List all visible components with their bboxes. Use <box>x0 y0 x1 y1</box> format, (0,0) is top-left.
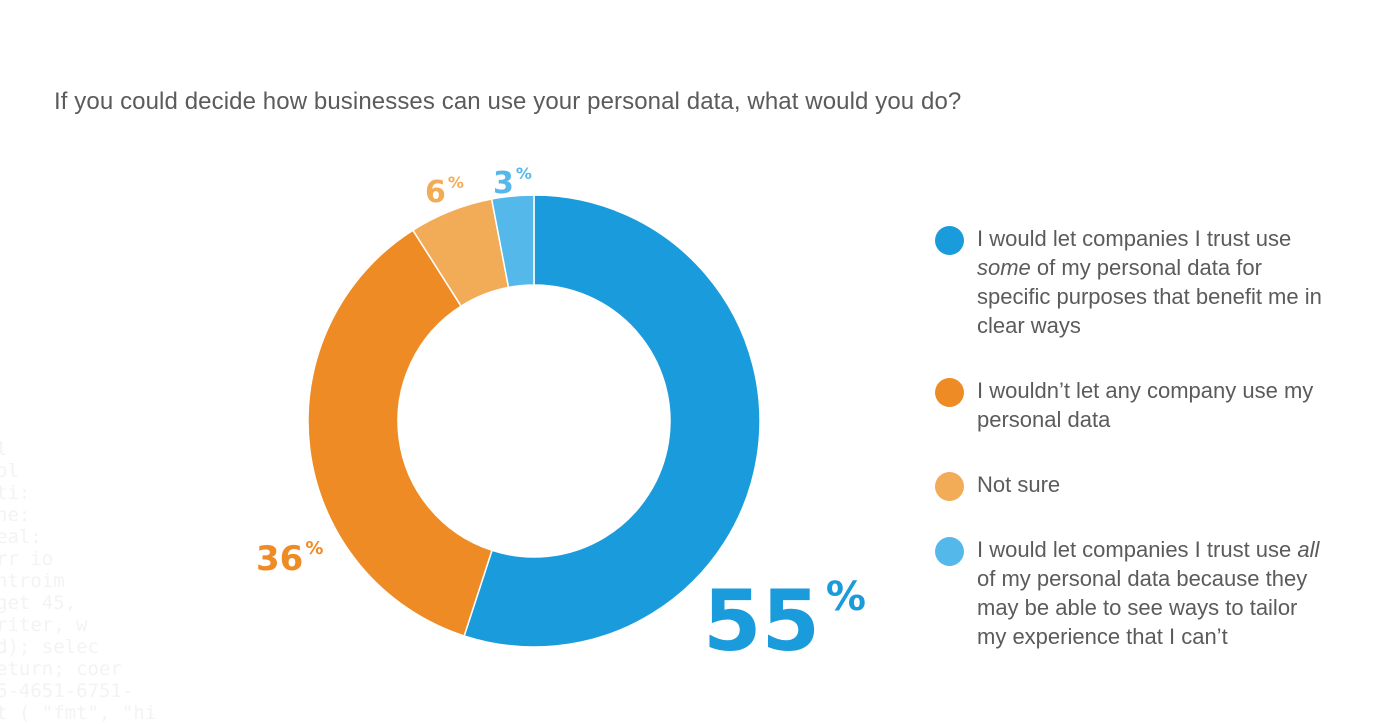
legend-item-not-sure: Not sure <box>935 470 1355 501</box>
legend-label: I would let companies I trust use some o… <box>977 226 1322 338</box>
legend-item-some-data: I would let companies I trust use some o… <box>935 224 1355 340</box>
label-percent-sign: % <box>448 173 464 192</box>
label-number: 3 <box>493 166 514 201</box>
label-36-percent: 36% <box>256 538 323 579</box>
chart-title: If you could decide how businesses can u… <box>54 88 962 115</box>
label-55-percent: 55% <box>703 572 866 670</box>
label-percent-sign: % <box>516 164 532 183</box>
donut-chart: 55 %36 %6% 3% <box>256 164 866 670</box>
legend-emphasis: all <box>1297 537 1320 562</box>
label-number: 55 <box>703 572 820 670</box>
legend-swatch <box>935 537 964 566</box>
label-percent-sign: % <box>826 574 866 620</box>
legend-label: I would let companies I trust use all of… <box>977 537 1320 649</box>
legend-swatch <box>935 472 964 501</box>
label-number: 36 <box>256 539 303 579</box>
slice-all-data <box>490 194 535 289</box>
legend-item-no-company: I wouldn’t let any company use my person… <box>935 376 1355 434</box>
legend-swatch <box>935 378 964 407</box>
legend-swatch <box>935 226 964 255</box>
label-percent-sign: % <box>305 538 323 559</box>
label-number: 6 <box>425 175 446 210</box>
chart-legend: I would let companies I trust use some o… <box>935 224 1355 651</box>
slice-no-company <box>307 229 493 637</box>
legend-label: I wouldn’t let any company use my person… <box>977 378 1314 432</box>
label-3-percent: 3% <box>493 164 532 201</box>
legend-emphasis: some <box>977 255 1031 280</box>
legend-item-all-data: I would let companies I trust use all of… <box>935 535 1355 651</box>
slice-some-data <box>463 194 761 648</box>
legend-label: Not sure <box>977 472 1061 497</box>
label-6-percent: 6% <box>425 173 464 210</box>
